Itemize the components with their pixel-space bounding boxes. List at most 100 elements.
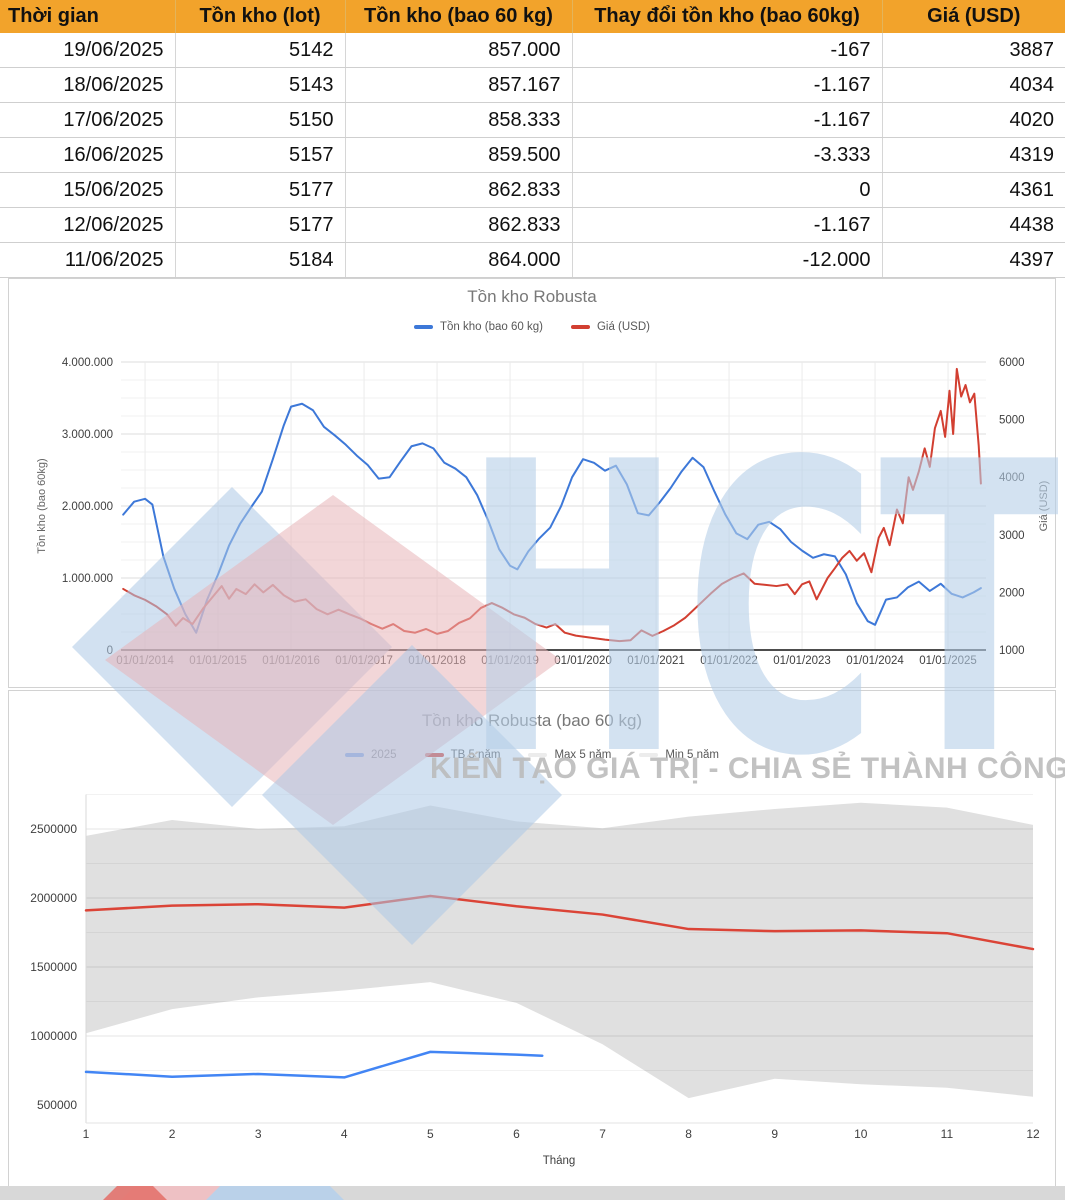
x-axis-tick-label: 01/01/2024 [846, 655, 904, 667]
x-axis-tick-label: 9 [771, 1127, 778, 1141]
table-cell: 4034 [882, 67, 1065, 103]
x-axis-tick-label: 01/01/2020 [554, 655, 612, 667]
x-axis-tick-label: 5 [427, 1127, 434, 1141]
table-header-cell: Tồn kho (lot) [175, 0, 346, 33]
table-cell: 16/06/2025 [0, 137, 176, 173]
table-header-cell: Giá (USD) [882, 0, 1065, 33]
table-row: 16/06/2025 5157 859.500 -3.333 4319 [0, 137, 1065, 173]
x-axis-tick-label: 1 [83, 1127, 90, 1141]
table-header: Thời gian Tồn kho (lot) Tồn kho (bao 60 kg… [0, 0, 1065, 33]
table-cell: 3887 [882, 33, 1065, 68]
table-cell: 858.333 [345, 102, 573, 138]
y-axis-tick-label: 2000000 [30, 891, 77, 905]
chart1-legend: Tồn kho (bao 60 kg) Giá (USD) [9, 321, 1055, 333]
table-cell: -3.333 [572, 137, 883, 173]
x-axis-tick-label: 01/01/2017 [335, 655, 393, 667]
bottom-strip [0, 1186, 1065, 1200]
table-cell: 4319 [882, 137, 1065, 173]
x-axis-tick-label: 12 [1026, 1127, 1040, 1141]
chart1-right-axis-title: Giá (USD) [1038, 480, 1050, 532]
table-cell: 5142 [175, 33, 346, 68]
x-axis-tick-label: 3 [255, 1127, 262, 1141]
table-cell: 4438 [882, 207, 1065, 243]
table-row: 17/06/2025 5150 858.333 -1.167 4020 [0, 102, 1065, 138]
table-header-cell: Tồn kho (bao 60 kg) [345, 0, 573, 33]
table-cell: 18/06/2025 [0, 67, 176, 103]
y-axis-tick-label: 500000 [37, 1098, 77, 1112]
left-axis-tick-label: 3.000.000 [62, 429, 113, 441]
legend-item: Min 5 năm [639, 749, 719, 761]
left-axis-tick-label: 1.000.000 [62, 573, 113, 585]
table-cell: 15/06/2025 [0, 172, 176, 208]
x-axis-tick-label: 01/01/2021 [627, 655, 685, 667]
legend-label: Tồn kho (bao 60 kg) [440, 321, 543, 333]
table-cell: 859.500 [345, 137, 573, 173]
left-axis-tick-label: 4.000.000 [62, 357, 113, 369]
table-header-cell: Thời gian [0, 0, 176, 33]
x-axis-title: Tháng [543, 1155, 576, 1167]
table-cell: -1.167 [572, 67, 883, 103]
x-axis-tick-label: 8 [685, 1127, 692, 1141]
table-cell: 5177 [175, 172, 346, 208]
table-cell: 4020 [882, 102, 1065, 138]
right-axis-tick-label: 6000 [999, 357, 1025, 369]
left-axis-tick-label: 0 [107, 645, 113, 657]
right-axis-tick-label: 1000 [999, 645, 1025, 657]
x-axis-tick-label: 01/01/2025 [919, 655, 977, 667]
table-cell: 862.833 [345, 172, 573, 208]
x-axis-tick-label: 4 [341, 1127, 348, 1141]
inventory-table: Thời gian Tồn kho (lot) Tồn kho (bao 60 kg… [0, 0, 1065, 278]
chart-seasonal-panel: Tồn kho Robusta (bao 60 kg) 2025 TB 5 năm… [8, 690, 1056, 1200]
table-cell: -12.000 [572, 242, 883, 278]
table-row: 12/06/2025 5177 862.833 -1.167 4438 [0, 207, 1065, 243]
chart1-plot-area[interactable]: 01/01/2014 01/01/2015 01/01/2016 01/01/2017… [9, 279, 1053, 685]
legend-marker-icon [639, 753, 659, 757]
table-cell: 17/06/2025 [0, 102, 176, 138]
x-axis-tick-label: 10 [854, 1127, 868, 1141]
x-axis-tick-label: 2 [169, 1127, 176, 1141]
table-cell: -167 [572, 33, 883, 68]
chart1-title: Tồn kho Robusta [467, 287, 597, 306]
legend-marker-icon [570, 325, 590, 329]
x-axis-tick-label: 01/01/2022 [700, 655, 758, 667]
table-cell: 5143 [175, 67, 346, 103]
left-axis-tick-label: 2.000.000 [62, 501, 113, 513]
table-cell: 857.167 [345, 67, 573, 103]
x-axis-tick-label: 01/01/2018 [408, 655, 466, 667]
table-row: 11/06/2025 5184 864.000 -12.000 4397 [0, 242, 1065, 278]
table-cell: 0 [572, 172, 883, 208]
x-axis-tick-label: 01/01/2019 [481, 655, 539, 667]
chart-inventory-price-panel: Tồn kho Robusta Tồn kho (bao 60 kg) Giá (… [8, 278, 1056, 688]
legend-label: Giá (USD) [596, 321, 650, 333]
table-cell: -1.167 [572, 207, 883, 243]
legend-marker-icon [414, 325, 434, 329]
table-cell: -1.167 [572, 102, 883, 138]
table-cell: 5150 [175, 102, 346, 138]
table-cell: 864.000 [345, 242, 573, 278]
right-axis-tick-label: 2000 [999, 587, 1025, 599]
table-cell: 4397 [882, 242, 1065, 278]
right-axis-tick-label: 4000 [999, 472, 1025, 484]
x-axis-tick-label: 01/01/2015 [189, 655, 247, 667]
legend-item: Giá (USD) [570, 321, 650, 333]
y-axis-tick-label: 1500000 [30, 960, 77, 974]
table-cell: 857.000 [345, 33, 573, 68]
right-axis-tick-label: 3000 [999, 530, 1025, 542]
x-axis-tick-label: 01/01/2023 [773, 655, 831, 667]
chart1-left-axis-title: Tồn kho (bao 60kg) [36, 458, 48, 554]
table-cell: 19/06/2025 [0, 33, 176, 68]
table-cell: 12/06/2025 [0, 207, 176, 243]
x-axis-tick-label: 11 [941, 1127, 954, 1141]
table-cell: 5184 [175, 242, 346, 278]
x-axis-tick-label: 01/01/2014 [116, 655, 174, 667]
legend-label: Max 5 năm [554, 749, 612, 761]
table-cell: 4361 [882, 172, 1065, 208]
table-row: 15/06/2025 5177 862.833 0 4361 [0, 172, 1065, 208]
strip-diamond-red-icon [95, 1186, 175, 1200]
table-cell: 5177 [175, 207, 346, 243]
legend-item: Tồn kho (bao 60 kg) [414, 321, 543, 333]
table-cell: 5157 [175, 137, 346, 173]
table-cell: 862.833 [345, 207, 573, 243]
